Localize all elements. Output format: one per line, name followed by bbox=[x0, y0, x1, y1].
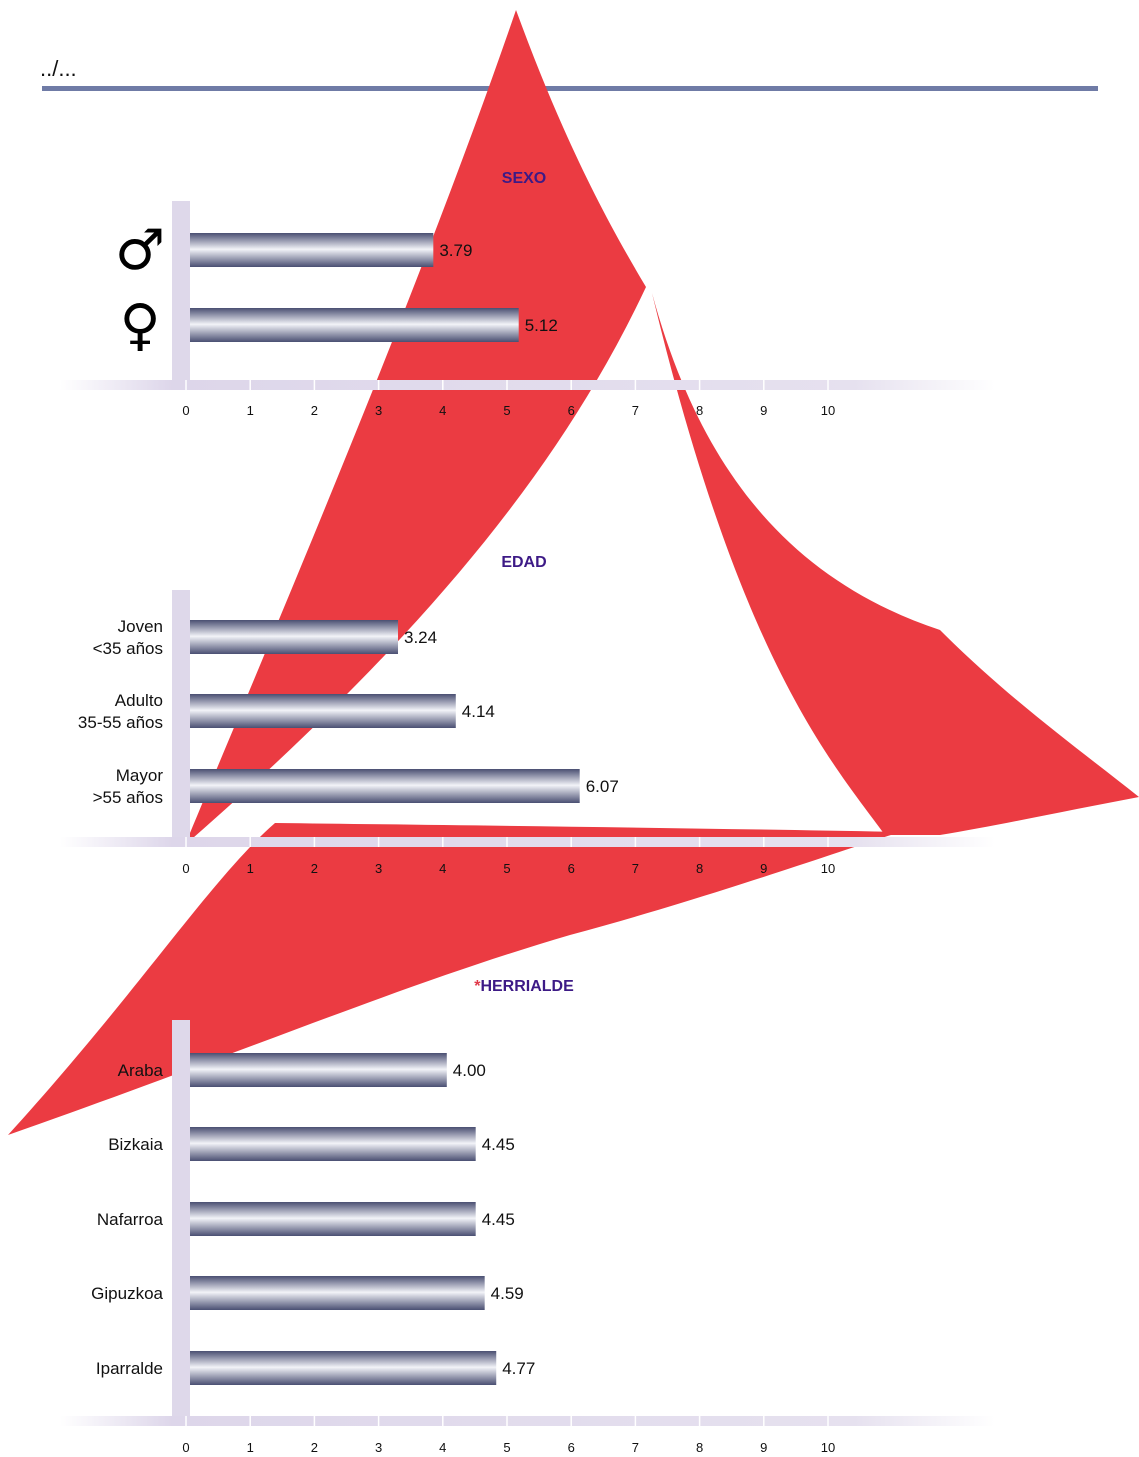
decorative-red-shapes bbox=[8, 10, 1139, 1135]
category-label: Iparralde bbox=[96, 1359, 163, 1378]
x-tick-label: 5 bbox=[503, 1440, 510, 1455]
x-tick-label: 3 bbox=[375, 403, 382, 418]
bar bbox=[190, 1351, 496, 1385]
x-tick-label: 4 bbox=[439, 861, 446, 876]
x-axis-band bbox=[60, 380, 995, 390]
category-label: Bizkaia bbox=[108, 1135, 163, 1154]
x-tick-label: 8 bbox=[696, 1440, 703, 1455]
x-tick-label: 2 bbox=[311, 1440, 318, 1455]
bar-value-label: 3.24 bbox=[404, 628, 437, 647]
x-tick-label: 3 bbox=[375, 861, 382, 876]
y-axis-band bbox=[172, 590, 190, 847]
x-tick-label: 0 bbox=[182, 403, 189, 418]
x-tick-label: 5 bbox=[503, 403, 510, 418]
category-label-line: Joven bbox=[118, 617, 163, 636]
category-label: Joven <35 años bbox=[93, 617, 163, 658]
x-tick-label: 9 bbox=[760, 1440, 767, 1455]
category-label: Araba bbox=[118, 1061, 164, 1080]
x-tick-label: 7 bbox=[632, 1440, 639, 1455]
category-label-line: Mayor bbox=[116, 766, 164, 785]
category-label: Nafarroa bbox=[97, 1210, 164, 1229]
category-label-line: Adulto bbox=[115, 691, 163, 710]
male-symbol-icon: ♂ bbox=[115, 218, 165, 283]
category-label-line: >55 años bbox=[93, 788, 163, 807]
x-tick-label: 0 bbox=[182, 1440, 189, 1455]
category-label-line: 35-55 años bbox=[78, 713, 163, 732]
x-tick-label: 3 bbox=[375, 1440, 382, 1455]
category-label: Adulto 35-55 años bbox=[78, 691, 163, 732]
x-axis-band bbox=[60, 1416, 995, 1426]
chart-title: *HERRIALDE bbox=[474, 978, 574, 995]
x-tick-label: 6 bbox=[568, 1440, 575, 1455]
x-tick-label: 4 bbox=[439, 403, 446, 418]
bar bbox=[190, 1202, 476, 1236]
bar-value-label: 3.79 bbox=[439, 241, 472, 260]
chart-title-text: EDAD bbox=[501, 554, 546, 571]
x-tick-label: 4 bbox=[439, 1440, 446, 1455]
bar bbox=[190, 233, 433, 267]
x-tick-label: 2 bbox=[311, 861, 318, 876]
x-tick-label: 1 bbox=[247, 1440, 254, 1455]
x-tick-label: 10 bbox=[821, 403, 835, 418]
chart-title-text: SEXO bbox=[502, 170, 546, 187]
x-axis-band bbox=[60, 837, 995, 847]
y-axis-band bbox=[172, 1020, 190, 1426]
bar-value-label: 4.00 bbox=[453, 1061, 486, 1080]
x-tick-label: 1 bbox=[247, 861, 254, 876]
bar bbox=[190, 1127, 476, 1161]
category-label: Mayor >55 años bbox=[93, 766, 164, 807]
category-label: Gipuzkoa bbox=[91, 1284, 163, 1303]
chart-title: SEXO bbox=[502, 170, 546, 187]
x-tick-label: 9 bbox=[760, 403, 767, 418]
y-axis-band bbox=[172, 201, 190, 390]
x-tick-label: 5 bbox=[503, 861, 510, 876]
category-label-line: <35 años bbox=[93, 639, 163, 658]
bar bbox=[190, 620, 398, 654]
chart-title-text: HERRIALDE bbox=[480, 978, 574, 995]
bar bbox=[190, 694, 456, 728]
x-tick-label: 10 bbox=[821, 1440, 835, 1455]
bar-value-label: 4.59 bbox=[491, 1284, 524, 1303]
x-tick-label: 8 bbox=[696, 861, 703, 876]
bar bbox=[190, 769, 580, 803]
x-tick-label: 9 bbox=[760, 861, 767, 876]
x-tick-label: 6 bbox=[568, 861, 575, 876]
bar bbox=[190, 1053, 447, 1087]
x-tick-label: 0 bbox=[182, 861, 189, 876]
bar bbox=[190, 308, 519, 342]
bar bbox=[190, 1276, 485, 1310]
x-tick-label: 10 bbox=[821, 861, 835, 876]
bar-value-label: 6.07 bbox=[586, 777, 619, 796]
x-tick-label: 8 bbox=[696, 403, 703, 418]
female-symbol-icon: ♀ bbox=[119, 293, 160, 358]
x-tick-label: 2 bbox=[311, 403, 318, 418]
x-tick-label: 7 bbox=[632, 403, 639, 418]
x-tick-label: 6 bbox=[568, 403, 575, 418]
x-tick-label: 1 bbox=[247, 403, 254, 418]
x-tick-label: 7 bbox=[632, 861, 639, 876]
bar-value-label: 4.45 bbox=[482, 1135, 515, 1154]
chart-title: EDAD bbox=[501, 554, 546, 571]
bar-value-label: 4.77 bbox=[502, 1359, 535, 1378]
bar-value-label: 4.45 bbox=[482, 1210, 515, 1229]
red-shape-right bbox=[652, 293, 1139, 835]
bar-value-label: 4.14 bbox=[462, 702, 495, 721]
bar-value-label: 5.12 bbox=[525, 316, 558, 335]
